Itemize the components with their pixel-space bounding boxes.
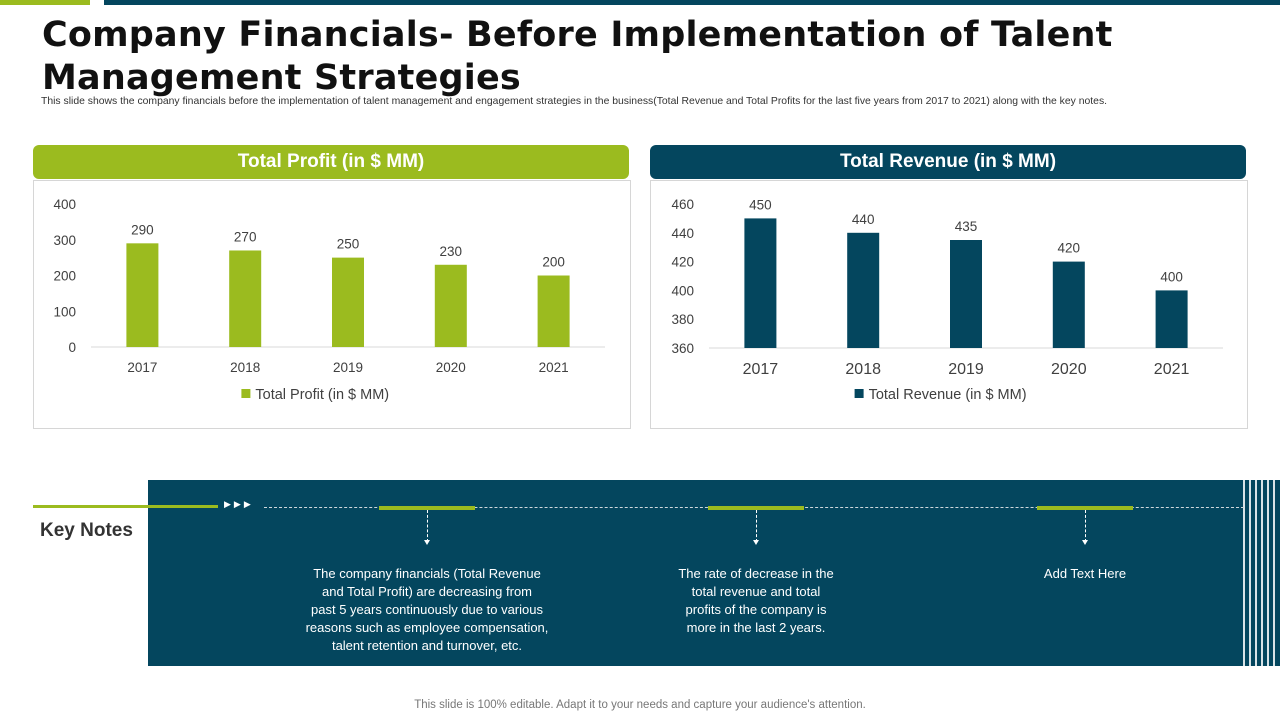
note-line: profits of the company is: [685, 602, 827, 617]
bar: [126, 243, 159, 347]
note-line: and Total Profit) are decreasing from: [321, 584, 533, 599]
data-label: 270: [234, 229, 257, 244]
x-tick-label: 2021: [1154, 361, 1190, 378]
bar: [229, 250, 262, 347]
data-label: 230: [440, 244, 463, 259]
note-line: The company financials (Total Revenue: [313, 566, 541, 581]
y-tick-label: 400: [53, 197, 76, 212]
y-tick-label: 440: [671, 226, 694, 241]
slide-title: Company Financials- Before Implementatio…: [42, 15, 1113, 98]
key-notes-connector: [33, 505, 218, 508]
arrow-down-icon: [753, 540, 759, 545]
data-label: 450: [749, 197, 772, 212]
profit-chart: 0 100 200 300 400 290 2017 270 2018 250 2019 230 202…: [33, 180, 631, 429]
y-tick-label: 420: [671, 255, 694, 270]
data-label: 435: [955, 219, 978, 234]
data-label: 440: [852, 212, 875, 227]
x-tick-label: 2020: [436, 360, 466, 375]
note-line: talent retention and turnover, etc.: [331, 638, 523, 653]
note-line: The rate of decrease in the: [678, 566, 834, 581]
legend-label: Total Profit (in $ MM): [255, 387, 389, 403]
data-label: 400: [1160, 269, 1183, 284]
data-label: 420: [1058, 241, 1081, 256]
x-tick-label: 2021: [539, 360, 569, 375]
note-line: past 5 years continuously due to various: [311, 602, 543, 617]
bar: [537, 275, 570, 347]
arrow-down-icon: [1082, 540, 1088, 545]
note-line: Add Text Here: [1043, 566, 1127, 581]
bar: [847, 232, 880, 348]
bar: [744, 218, 777, 348]
y-tick-label: 380: [671, 312, 694, 327]
x-tick-label: 2017: [127, 360, 157, 375]
note-line: more in the last 2 years.: [686, 620, 826, 635]
panel-stripe: [1243, 480, 1245, 666]
y-tick-label: 0: [68, 340, 76, 355]
profit-chart-header: Total Profit (in $ MM): [33, 145, 629, 179]
bar: [1155, 290, 1188, 348]
note-connector: [427, 510, 428, 542]
x-tick-label: 2019: [948, 361, 984, 378]
x-tick-label: 2018: [230, 360, 260, 375]
legend-swatch: [854, 389, 864, 398]
key-notes-title: Key Notes: [40, 520, 133, 541]
bar: [1052, 261, 1085, 348]
y-tick-label: 100: [53, 304, 76, 319]
note-connector: [1085, 510, 1086, 542]
revenue-chart-svg: 360 380 400 420 440 460 450 2017 440 2018 435 2019 4…: [671, 197, 1223, 403]
y-tick-label: 360: [671, 341, 694, 356]
footer-note: This slide is 100% editable. Adapt it to…: [414, 699, 866, 711]
legend-label: Total Revenue (in $ MM): [869, 387, 1027, 403]
x-tick-label: 2018: [845, 361, 881, 378]
data-label: 200: [542, 255, 565, 270]
bar: [332, 257, 364, 347]
note-line: reasons such as employee compensation,: [305, 620, 549, 635]
y-tick-label: 400: [671, 283, 694, 298]
note-line: total revenue and total: [691, 584, 821, 599]
panel-stripe: [1267, 480, 1269, 666]
data-label: 250: [337, 237, 360, 252]
arrow-down-icon: [424, 540, 430, 545]
y-tick-label: 300: [53, 233, 76, 248]
x-tick-label: 2017: [743, 361, 779, 378]
key-notes-panel: [148, 480, 1280, 666]
x-tick-label: 2020: [1051, 361, 1087, 378]
bar: [950, 240, 982, 348]
note-connector: [756, 510, 757, 542]
note-text-1: The company financials (Total Revenue and…: [287, 565, 567, 655]
panel-stripe: [1261, 480, 1263, 666]
note-text-2: The rate of decrease in the total revenue…: [626, 565, 886, 637]
arrow-icons: ▶▶▶: [224, 499, 254, 509]
top-accent-green: [0, 0, 90, 5]
revenue-chart: 360 380 400 420 440 460 450 2017 440 2018 435 2019 4…: [650, 180, 1248, 429]
note-marker: [379, 506, 475, 510]
y-tick-label: 200: [53, 269, 76, 284]
top-accent-navy: [104, 0, 1280, 5]
legend-swatch: [241, 389, 251, 398]
x-tick-label: 2019: [333, 360, 363, 375]
slide-subtitle: This slide shows the company financials …: [41, 96, 1108, 107]
note-text-3: Add Text Here: [985, 565, 1185, 583]
panel-stripe: [1273, 480, 1275, 666]
profit-chart-svg: 0 100 200 300 400 290 2017 270 2018 250 2019 230 202…: [53, 197, 605, 403]
panel-stripe: [1255, 480, 1257, 666]
bar: [434, 264, 467, 347]
data-label: 290: [131, 222, 154, 237]
y-tick-label: 460: [671, 197, 694, 212]
note-marker: [1037, 506, 1133, 510]
revenue-chart-header: Total Revenue (in $ MM): [650, 145, 1246, 179]
panel-stripe: [1249, 480, 1251, 666]
note-marker: [708, 506, 804, 510]
